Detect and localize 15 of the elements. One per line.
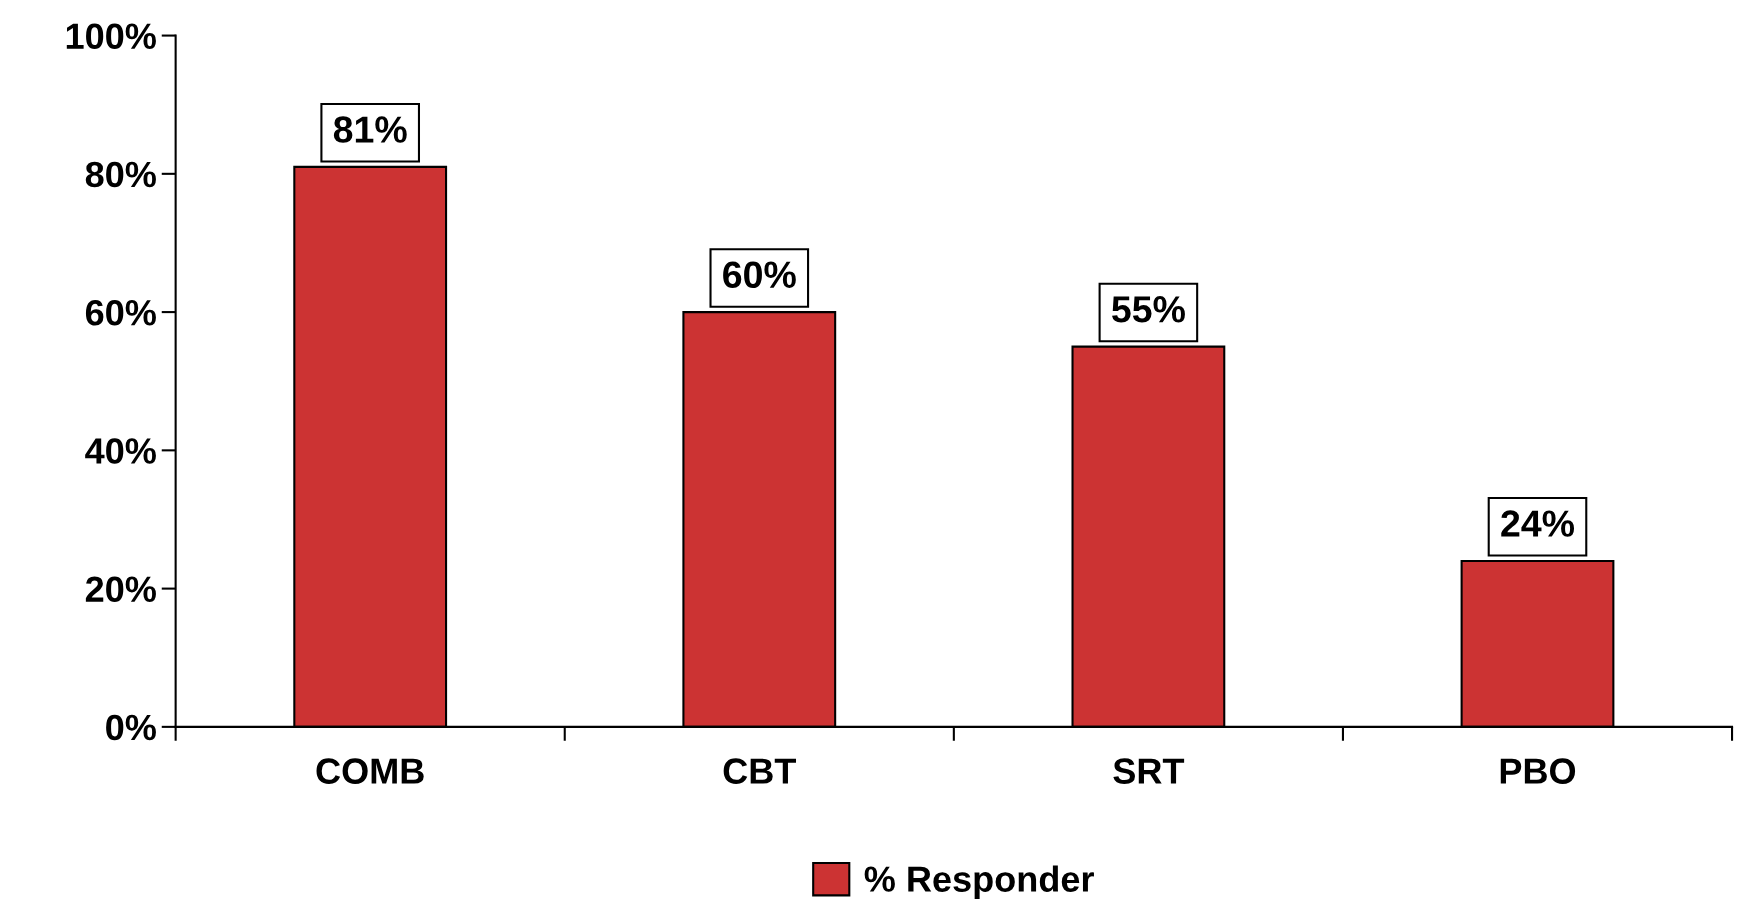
legend-label: % Responder: [864, 865, 1094, 900]
x-tick-label: SRT: [1113, 758, 1185, 784]
x-tick-label: COMB: [316, 758, 424, 784]
data-label: 60%: [723, 261, 796, 289]
y-tick-label: 80%: [85, 161, 156, 188]
y-tick-label: 0%: [106, 714, 156, 741]
data-label: 24%: [1501, 510, 1575, 537]
y-tick-label: 100%: [66, 23, 156, 50]
y-tick-label: 40%: [85, 438, 156, 464]
data-label: 81%: [333, 116, 407, 143]
y-tick-label: 20%: [85, 576, 156, 603]
data-label: 55%: [1112, 296, 1185, 323]
x-tick-label: CBT: [723, 758, 797, 784]
x-tick-label: PBO: [1500, 758, 1576, 784]
y-tick-label: 60%: [85, 299, 156, 326]
